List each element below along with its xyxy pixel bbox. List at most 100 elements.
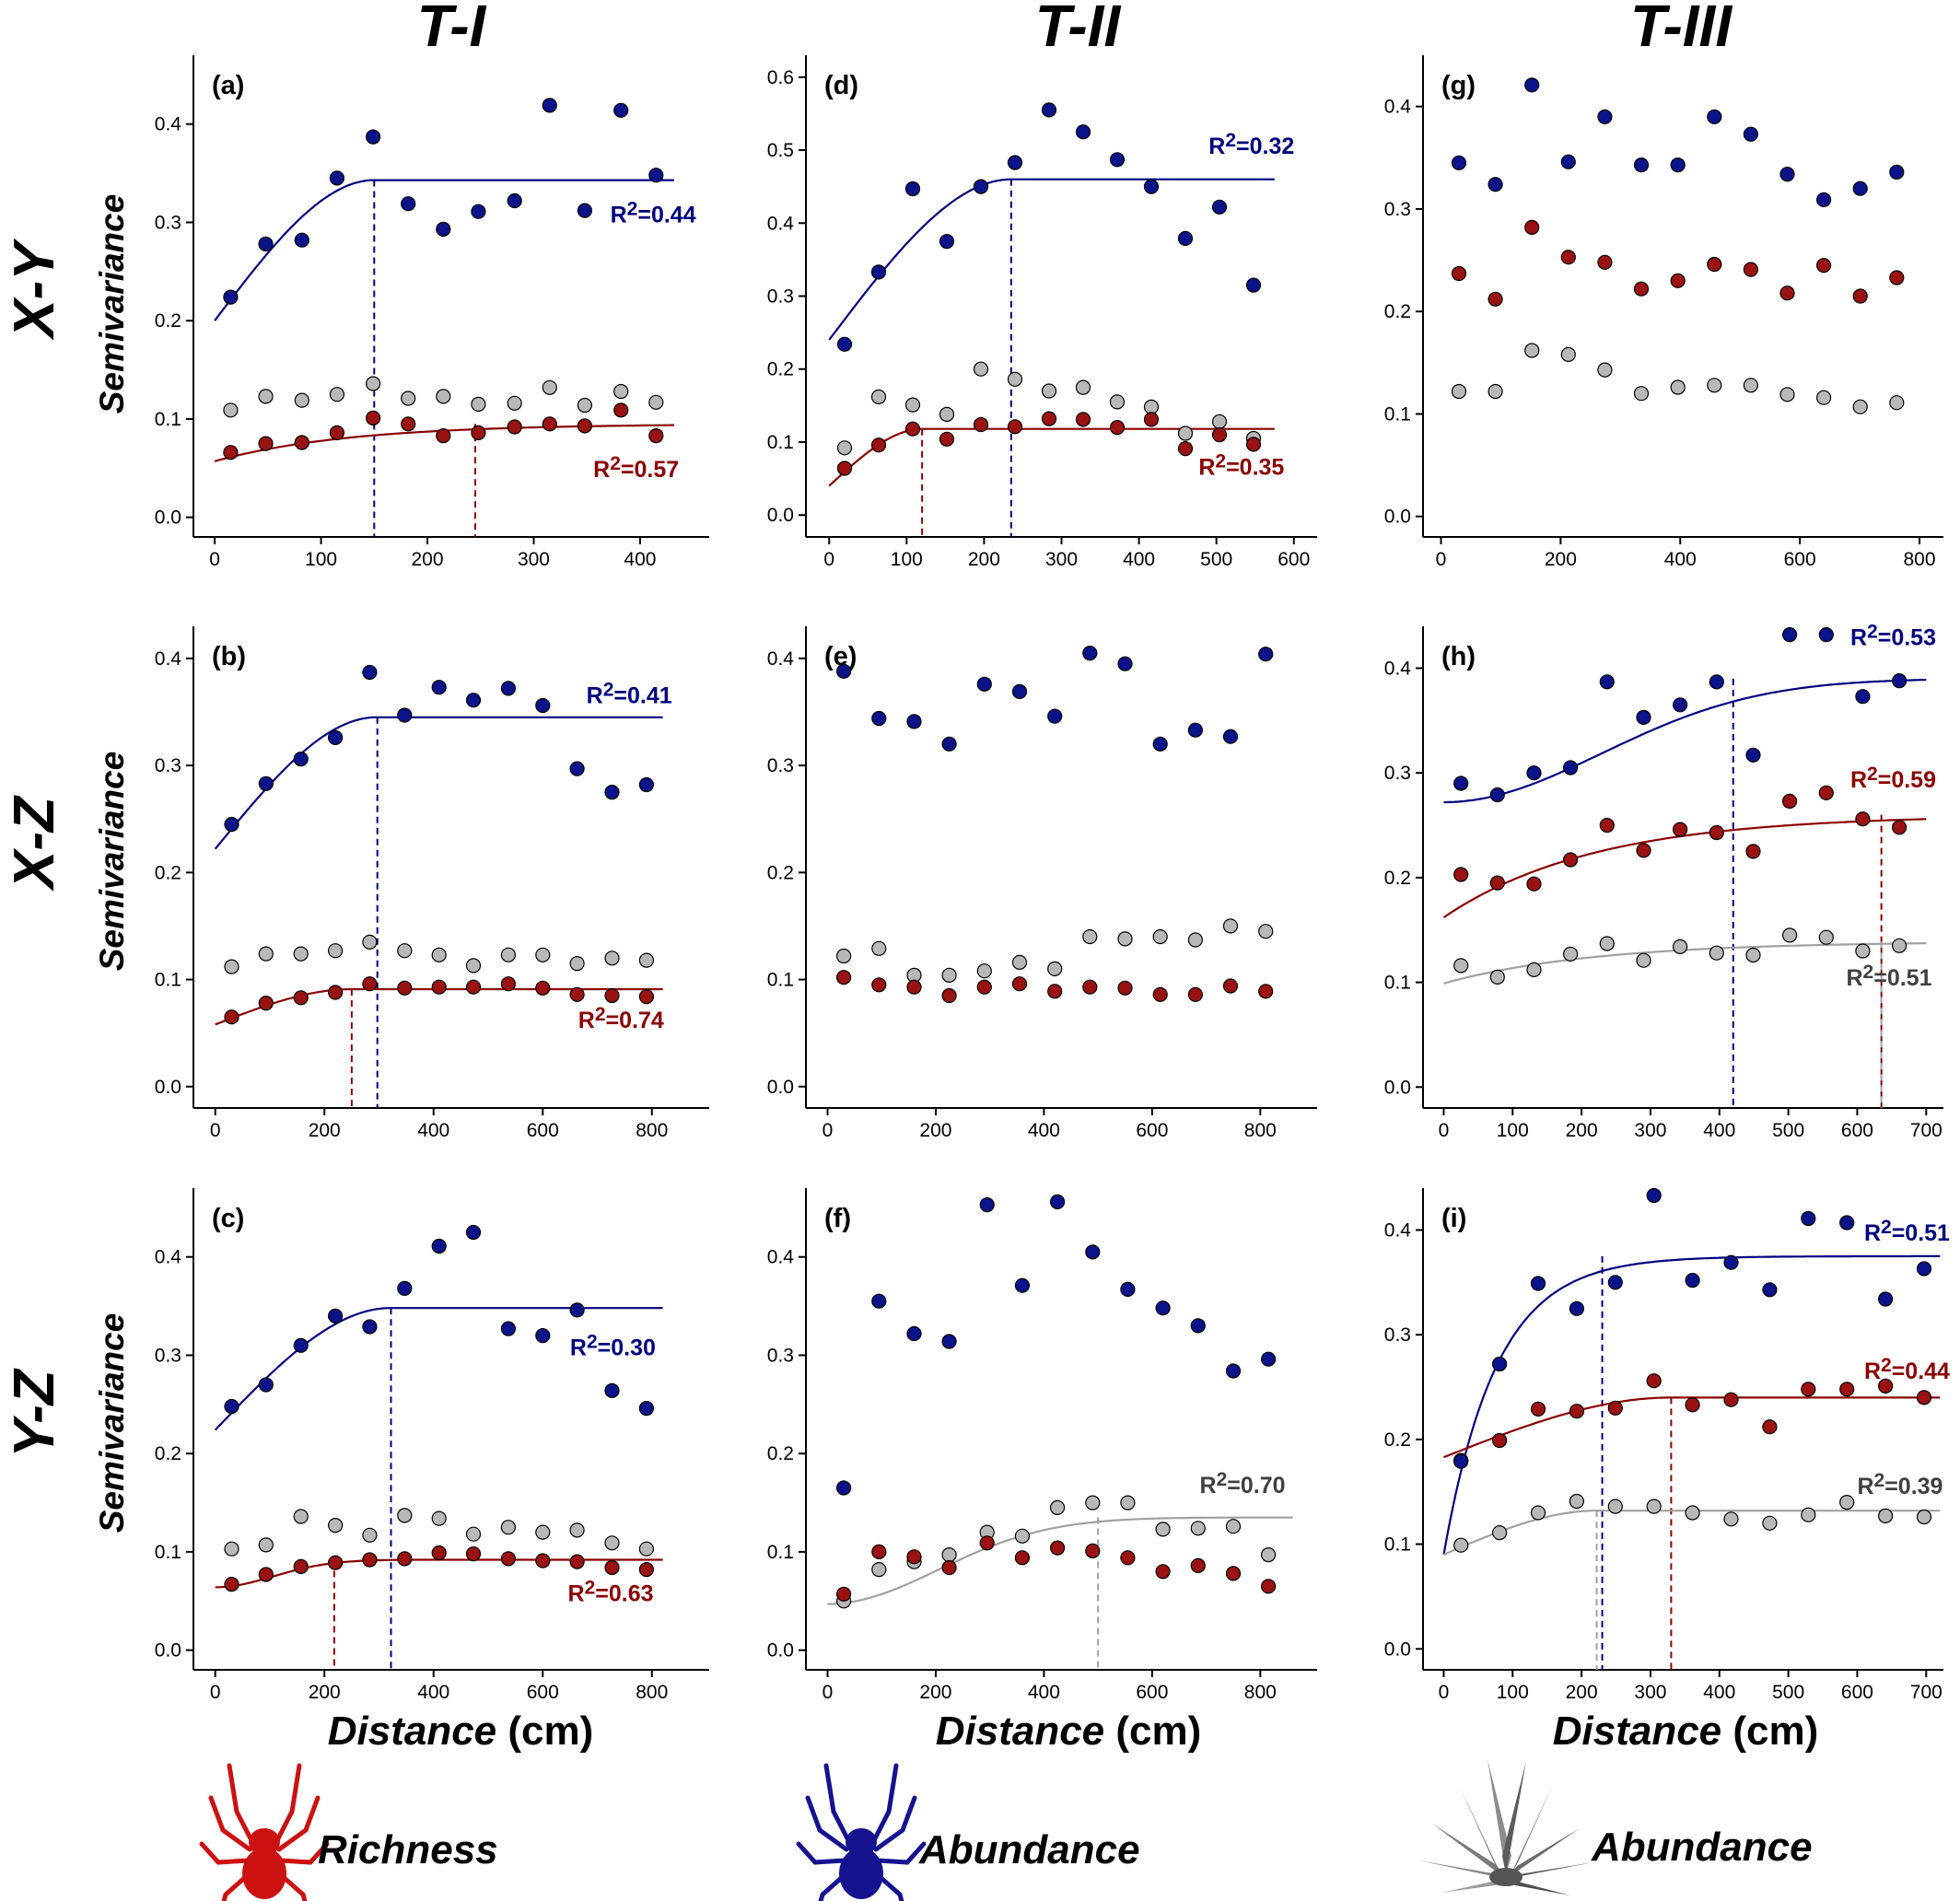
data-point-red — [1781, 793, 1798, 810]
data-point-blue — [535, 1327, 551, 1344]
data-point-gray — [293, 1509, 309, 1524]
data-point-red — [1685, 1397, 1700, 1413]
data-point-blue — [1633, 157, 1650, 173]
data-point-blue — [1155, 1300, 1171, 1316]
fit-curve-red — [1442, 818, 1927, 919]
data-point-red — [1762, 1419, 1778, 1435]
x-tick-label: 600 — [1841, 1682, 1873, 1703]
panel-label: (d) — [824, 71, 858, 100]
data-point-blue — [1007, 155, 1023, 170]
data-point-red — [362, 976, 378, 992]
data-point-gray — [604, 950, 620, 966]
x-tick-label: 700 — [1910, 1682, 1942, 1703]
data-point-red — [1143, 412, 1160, 427]
data-point-blue — [1839, 1215, 1855, 1230]
data-point-red — [293, 990, 309, 1006]
x-tick-label: 400 — [1703, 1120, 1735, 1141]
data-point-gray — [294, 392, 309, 408]
data-point-gray — [471, 396, 486, 412]
data-point-blue — [604, 1382, 620, 1399]
data-point-blue — [465, 1224, 482, 1241]
data-point-blue — [1453, 776, 1469, 791]
data-point-blue — [1743, 126, 1759, 142]
data-point-red — [1453, 867, 1469, 882]
data-point-blue — [1707, 109, 1722, 124]
data-point-red — [941, 1559, 957, 1576]
data-point-gray — [1672, 939, 1688, 955]
data-point-gray — [1781, 927, 1798, 943]
fit-curve-blue — [214, 716, 663, 850]
panel-h: 0.0 0.1 0.2 0.3 0.4 0 100 200 300 400 500 600 700 (h)… — [1384, 621, 1943, 1141]
data-point-red — [500, 1551, 517, 1567]
data-point-blue — [1636, 709, 1651, 726]
y-tick-label: 0.1 — [1384, 403, 1411, 425]
data-point-gray — [542, 379, 557, 395]
x-tick-label: 400 — [624, 549, 656, 570]
data-point-blue — [500, 681, 517, 696]
data-point-red — [1839, 1382, 1855, 1397]
data-point-red — [1672, 822, 1688, 837]
data-point-blue — [1526, 765, 1542, 781]
data-point-gray — [431, 947, 447, 962]
data-point-blue — [465, 693, 482, 708]
x-tick-label: 500 — [1772, 1120, 1804, 1141]
y-tick-label: 0.4 — [767, 213, 795, 234]
x-tick-label: 100 — [1497, 1120, 1529, 1141]
data-point-red — [328, 1555, 344, 1570]
data-point-gray — [223, 402, 239, 418]
y-axis-label-row3: Semivariance — [93, 1313, 131, 1534]
data-point-blue — [294, 232, 309, 248]
data-point-gray — [1225, 1519, 1242, 1534]
x-tick-label: 600 — [527, 1682, 559, 1703]
panel-g: 0.0 0.1 0.2 0.3 0.4 0 200 400 600 800 (g) — [1384, 55, 1943, 570]
data-point-red — [1082, 979, 1098, 995]
data-point-red — [1155, 1564, 1171, 1580]
panel-label: (b) — [212, 642, 246, 671]
panel-label: (c) — [212, 1204, 244, 1233]
x-tick-label: 500 — [1200, 549, 1232, 570]
data-point-gray — [904, 397, 921, 413]
data-point-blue — [542, 98, 557, 113]
data-point-blue — [1190, 1318, 1206, 1334]
data-point-gray — [224, 1541, 239, 1557]
data-point-blue — [1075, 124, 1091, 140]
data-point-blue — [1852, 181, 1868, 196]
data-point-gray — [328, 1517, 344, 1534]
data-point-gray — [293, 946, 309, 962]
data-point-blue — [904, 181, 921, 197]
y-tick-label: 0.4 — [1384, 1219, 1412, 1241]
data-point-blue — [835, 663, 852, 679]
data-point-blue — [1085, 1244, 1101, 1260]
data-point-red — [1049, 1540, 1066, 1556]
data-point-gray — [1488, 383, 1503, 400]
data-point-blue — [1245, 277, 1262, 293]
panel-a: 0.0 0.1 0.2 0.3 0.4 0 100 200 300 400 (a) R2=0.44 R2… — [155, 55, 709, 570]
r2-label-gray: R2=0.51 — [1846, 962, 1931, 991]
y-tick-label: 0.2 — [155, 862, 181, 883]
data-point-blue — [1855, 689, 1871, 705]
data-point-gray — [871, 940, 887, 956]
data-point-blue — [1530, 1276, 1546, 1291]
x-tick-label: 400 — [1028, 1682, 1060, 1703]
r2-label-red: R2=0.63 — [568, 1577, 654, 1606]
data-point-gray — [836, 440, 853, 456]
y-tick-label: 0.0 — [155, 1077, 181, 1098]
data-point-blue — [870, 264, 887, 280]
data-point-gray — [1852, 399, 1868, 414]
data-point-blue — [224, 816, 239, 833]
legend-label-richness: Richness — [318, 1827, 498, 1872]
data-point-blue — [613, 102, 629, 118]
data-point-gray — [1491, 1524, 1508, 1541]
data-point-gray — [1082, 928, 1098, 945]
data-point-red — [224, 1576, 239, 1592]
data-point-red — [1451, 265, 1467, 282]
data-point-red — [1597, 254, 1613, 270]
x-tick-label: 0 — [822, 1120, 834, 1141]
data-point-red — [366, 410, 381, 426]
data-point-gray — [366, 376, 381, 391]
data-point-red — [362, 1552, 378, 1568]
data-point-red — [1120, 1550, 1136, 1566]
data-point-red — [436, 428, 451, 444]
y-tick-label: 0.1 — [767, 432, 794, 453]
data-point-red — [1599, 817, 1615, 834]
